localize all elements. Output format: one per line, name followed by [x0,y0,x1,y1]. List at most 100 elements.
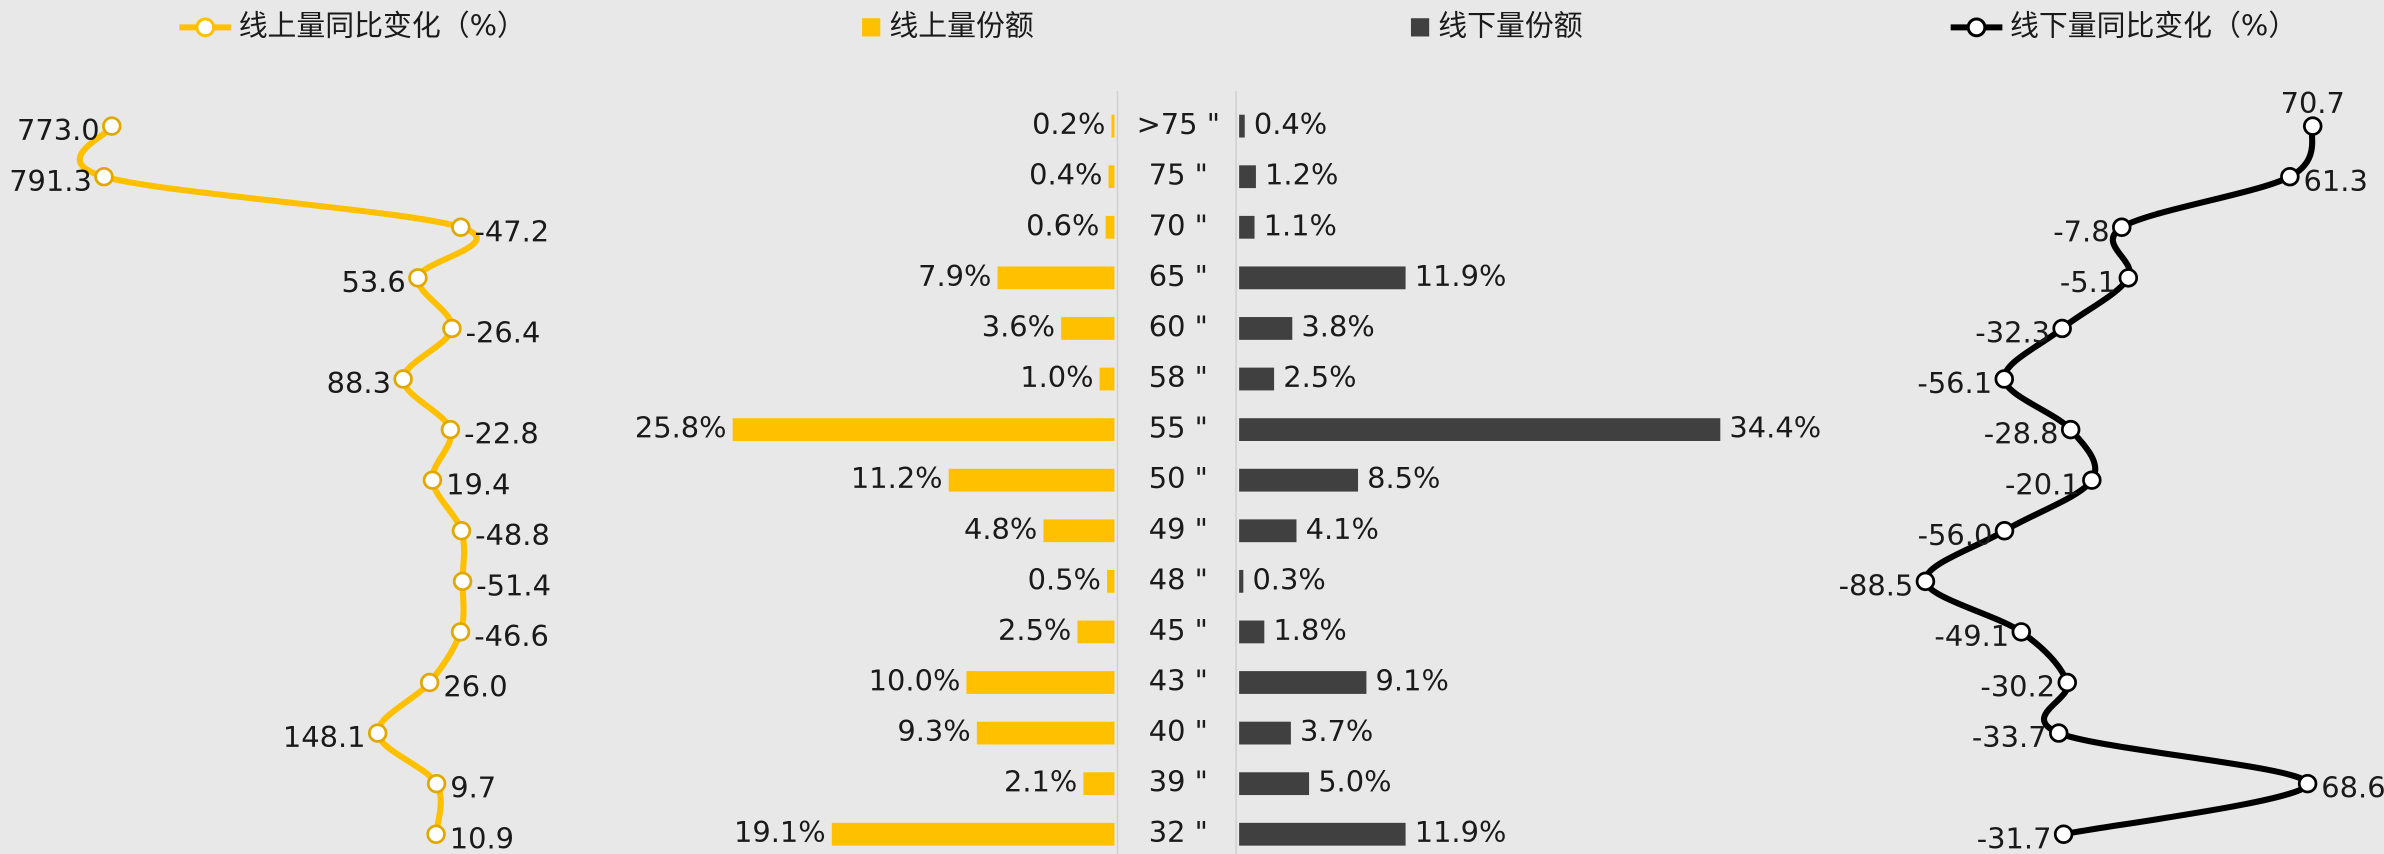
category-label: 48 " [1149,562,1208,596]
bar [1107,569,1115,593]
point-value-label: -88.5 [1839,568,1914,602]
point [1994,369,2014,389]
bar [1239,215,1255,239]
bar [1239,418,1721,442]
bar-value-label: 25.8% [635,411,727,445]
point [2011,622,2032,642]
point-value-label: 70.7 [2281,86,2345,120]
bar [1239,721,1291,745]
bar-value-label: 0.4% [1254,107,1327,141]
point-value-label: 10.9 [450,821,514,854]
legend-marker [195,17,216,38]
point-value-label: 9.7 [450,771,496,805]
category-label: 39 " [1149,765,1208,799]
bar-value-label: 9.3% [897,714,970,748]
legend-swatch [1410,18,1430,37]
legend-label: 线上量同比变化（%） [239,8,526,42]
bar-value-label: 3.7% [1300,714,1373,748]
point-value-label: -22.8 [464,417,539,451]
point-value-label: -51.4 [476,568,551,602]
point [2049,723,2069,743]
point [2053,824,2074,844]
point-value-label: 773.0 [17,113,100,147]
point-value-label: -31.7 [1977,821,2052,854]
bar-value-label: 11.9% [1415,815,1507,849]
point-value-label: 68.6 [2321,771,2384,805]
category-label: 75 " [1149,158,1208,192]
point-value-label: -20.1 [2005,467,2080,501]
point-value-label: -32.3 [1975,316,2050,350]
bar [1239,317,1293,340]
category-label: 45 " [1149,613,1208,647]
category-label: 60 " [1149,309,1208,343]
point [451,217,471,238]
bar-value-label: 4.1% [1306,512,1379,546]
bar [997,266,1115,290]
point [422,470,443,490]
bar [1239,114,1245,138]
bar-value-label: 2.5% [1283,360,1356,394]
point [440,419,461,440]
point [1915,571,1936,592]
point [94,166,114,187]
point [452,571,473,592]
point-value-label: 61.3 [2304,164,2368,198]
point [2060,419,2081,440]
point [393,369,413,389]
bar [1077,620,1115,644]
bar-value-label: 0.5% [1028,562,1101,596]
bar-value-label: 2.5% [998,613,1071,647]
bar [1239,620,1265,644]
bar-value-label: 0.3% [1252,562,1325,596]
point-value-label: -28.8 [1984,417,2059,451]
bar [1099,367,1115,391]
bar [1239,569,1244,593]
bar-value-label: 1.8% [1273,613,1346,647]
legend-label: 线下量份额 [1438,8,1582,42]
legend-swatch [862,18,881,37]
point [367,723,388,743]
legend-label: 线下量同比变化（%） [2010,8,2297,42]
bar [1061,317,1115,340]
bar-value-label: 19.1% [734,815,826,849]
bar-value-label: 11.2% [851,461,943,495]
point [2057,672,2077,693]
bar [1083,772,1115,796]
point [102,116,122,136]
bar [1239,671,1367,694]
bar-value-label: 0.2% [1032,107,1105,141]
bar-value-label: 3.6% [982,309,1055,343]
bar-value-label: 1.1% [1264,208,1337,242]
point [419,672,440,693]
point [426,773,447,794]
bar [1239,367,1275,391]
bar-value-label: 11.9% [1415,259,1507,293]
bar-value-label: 4.8% [964,512,1037,546]
category-label: 40 " [1149,714,1208,748]
bar-value-label: 0.4% [1029,158,1102,192]
bar-value-label: 9.1% [1376,664,1449,698]
point-value-label: -47.2 [474,214,549,248]
category-label: 55 " [1149,411,1208,445]
bar [1239,519,1297,543]
point-value-label: -5.1 [2060,265,2116,299]
point-value-label: -33.7 [1972,720,2047,754]
bar [1111,114,1115,138]
bar-value-label: 7.9% [918,259,991,293]
bar-value-label: 2.1% [1004,765,1077,799]
category-label: >75 " [1137,107,1220,141]
point-value-label: 26.0 [443,670,507,704]
point [2297,773,2318,794]
bar [1239,772,1310,796]
category-label: 70 " [1149,208,1208,242]
point-value-label: -30.2 [1980,670,2055,704]
point-value-label: -56.1 [1917,366,1992,400]
bar [976,721,1115,745]
point [451,521,472,541]
point [2112,217,2132,238]
bar-value-label: 1.2% [1265,158,1338,192]
bar [1239,468,1359,492]
category-label: 43 " [1149,664,1208,698]
point-value-label: 791.3 [9,164,92,198]
